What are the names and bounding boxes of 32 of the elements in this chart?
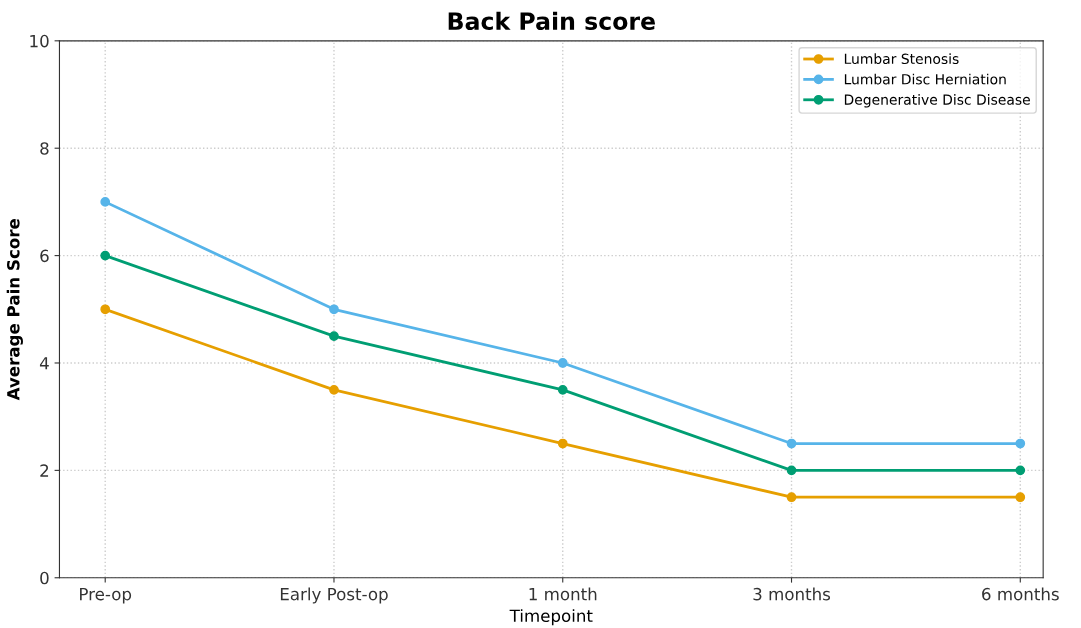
y-axis-title: Average Pain Score (6, 218, 23, 401)
point (786, 492, 797, 503)
point (1015, 465, 1026, 476)
y-tick-label: 6 (40, 249, 49, 263)
x-tick-label: Pre-op (80, 588, 132, 604)
point (100, 197, 111, 207)
point (1015, 438, 1026, 449)
x-tick-label: 3 months (753, 587, 831, 601)
point (329, 304, 339, 315)
y-tick-label: 10 (30, 34, 49, 48)
x-tick-label: Early Post-op (280, 587, 388, 604)
legend-label: Lumbar Stenosis (844, 53, 959, 65)
point (100, 304, 111, 315)
point (329, 331, 339, 341)
chart-title: Back Pain score (448, 11, 655, 31)
point (786, 438, 797, 449)
x-tick-label: 1 month (529, 587, 597, 601)
point (100, 250, 111, 261)
legend-label: Degenerative Disc Disease (844, 94, 1030, 108)
point (786, 465, 797, 476)
legend-label: Lumbar Disc Herniation (844, 73, 1006, 85)
point (557, 358, 568, 368)
point (329, 384, 339, 395)
point (1015, 492, 1026, 503)
x-axis-title: Timepoint (509, 609, 593, 626)
y-tick-label: 0 (40, 571, 49, 585)
x-tick-label: 6 months (982, 587, 1059, 601)
y-tick-label: 4 (39, 357, 49, 370)
point (557, 438, 568, 449)
y-tick-label: 2 (40, 464, 49, 477)
y-tick-label: 8 (40, 142, 49, 155)
point (557, 384, 568, 395)
